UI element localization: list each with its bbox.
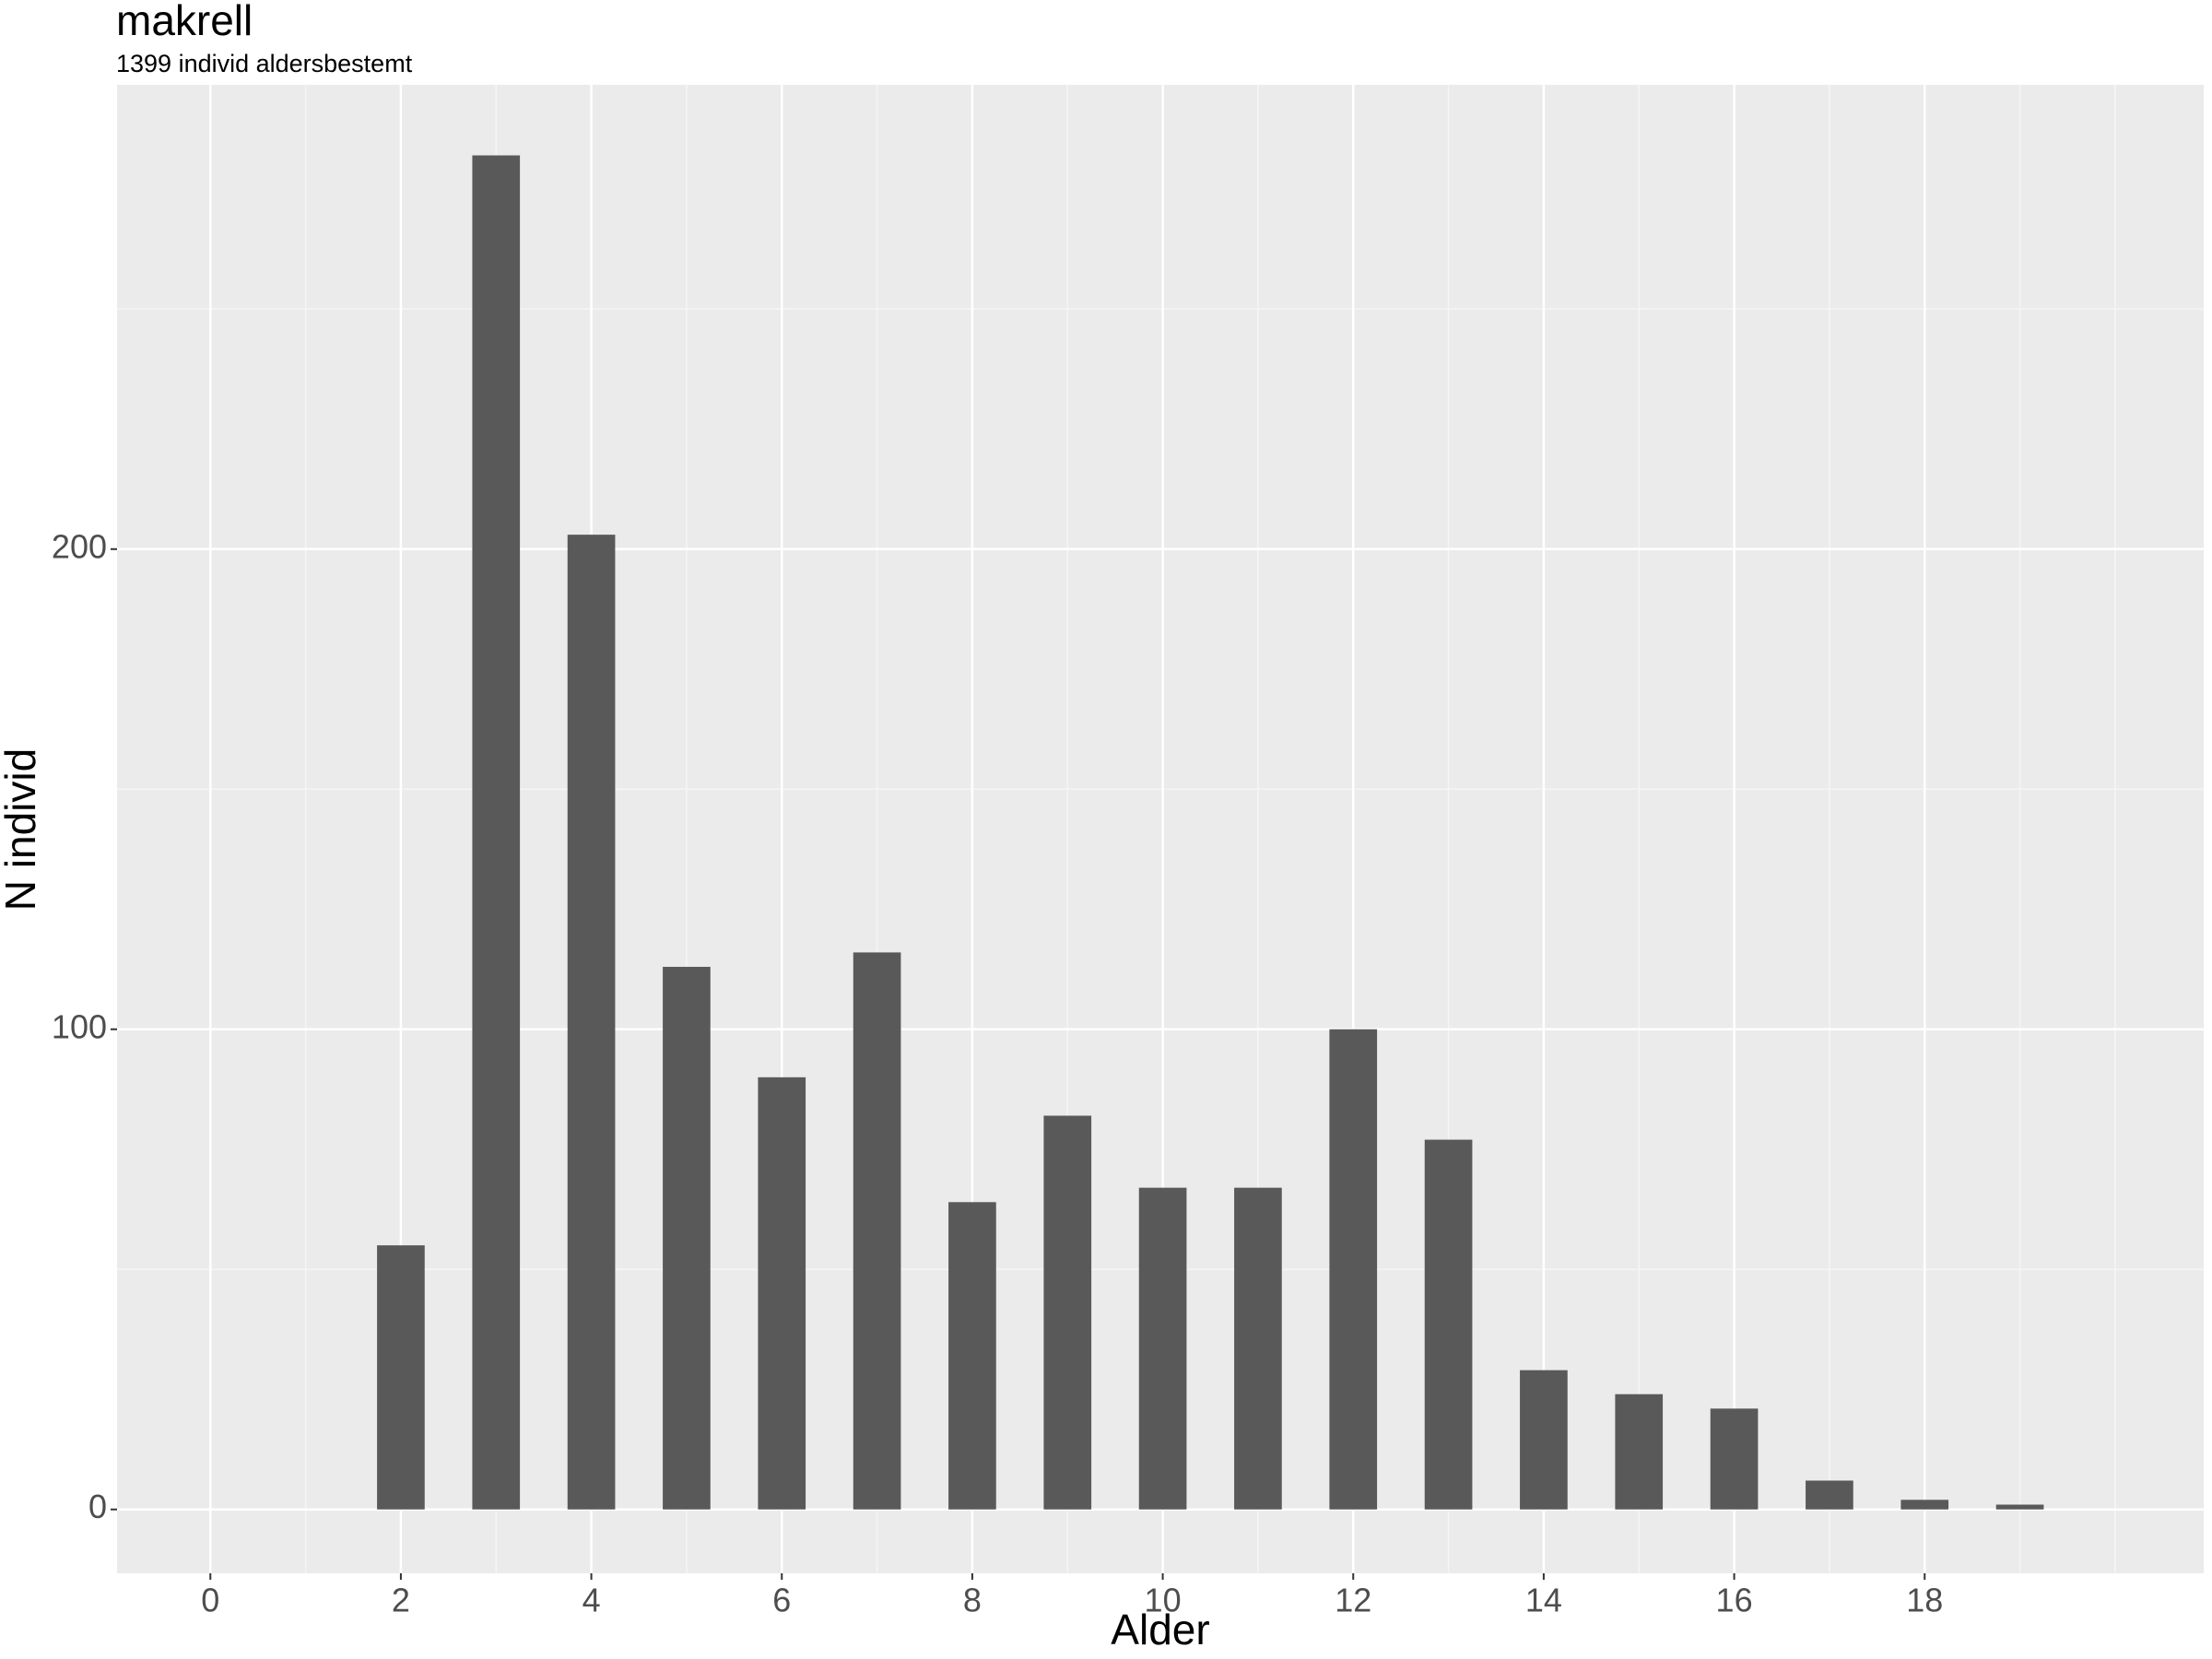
y-tick-label: 0 xyxy=(88,1488,107,1525)
bar xyxy=(1995,1504,2044,1510)
x-tick-label: 0 xyxy=(201,1582,219,1619)
bar xyxy=(853,952,901,1510)
bar xyxy=(1234,1187,1282,1510)
x-tick-label: 4 xyxy=(582,1582,601,1619)
x-axis-title: Alder xyxy=(1111,1606,1209,1653)
bar xyxy=(567,535,616,1510)
y-tick-label: 100 xyxy=(52,1007,107,1045)
bar xyxy=(1615,1394,1664,1510)
bar xyxy=(1806,1480,1853,1510)
x-tick-label: 8 xyxy=(963,1582,982,1619)
bar xyxy=(1710,1408,1759,1510)
bar xyxy=(663,967,711,1510)
bar xyxy=(1424,1139,1473,1510)
bar xyxy=(1138,1187,1187,1510)
bar xyxy=(948,1202,996,1510)
y-axis-title: N individ xyxy=(0,748,44,911)
x-tick-label: 18 xyxy=(1906,1582,1943,1619)
y-tick-label: 200 xyxy=(52,527,107,565)
x-tick-label: 12 xyxy=(1335,1582,1371,1619)
x-tick-label: 16 xyxy=(1716,1582,1753,1619)
x-tick-label: 14 xyxy=(1525,1582,1562,1619)
chart-title: makrell xyxy=(116,0,253,44)
bar xyxy=(1520,1370,1568,1510)
bar xyxy=(1043,1115,1092,1510)
bar xyxy=(758,1077,806,1510)
bar xyxy=(1900,1500,1949,1510)
x-tick-label: 10 xyxy=(1145,1582,1182,1619)
chart-subtitle: 1399 individ aldersbestemt xyxy=(116,50,413,77)
bar xyxy=(1329,1029,1378,1510)
x-tick-label: 6 xyxy=(772,1582,791,1619)
bar xyxy=(377,1245,425,1510)
x-tick-label: 2 xyxy=(392,1582,410,1619)
bar xyxy=(472,155,521,1510)
